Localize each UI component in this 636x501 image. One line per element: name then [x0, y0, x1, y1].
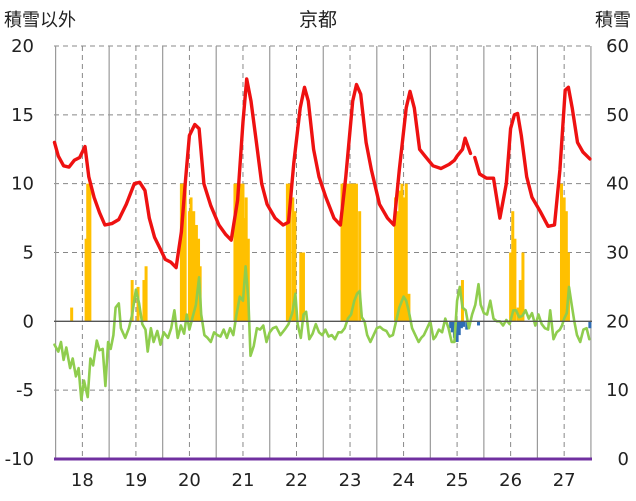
y-tick-label-left: -5 — [16, 380, 34, 401]
snow-bar — [130, 280, 134, 322]
negative-bar — [457, 321, 461, 336]
snow-bar — [396, 211, 400, 322]
snow-bar — [350, 183, 354, 322]
red-series-line — [473, 85, 592, 228]
y-tick-label-right: 10 — [606, 380, 629, 401]
snow-bar — [183, 183, 187, 322]
y-tick-label-left: 10 — [11, 174, 34, 195]
snow-bar — [400, 183, 404, 322]
negative-bar — [462, 321, 466, 327]
snow-bar — [559, 183, 563, 322]
snow-bar — [521, 252, 525, 322]
negative-bar — [465, 321, 469, 330]
snow-bar — [194, 224, 198, 322]
snow-bar — [84, 238, 88, 322]
snow-bar — [346, 183, 350, 322]
y-tick-label-left: 15 — [11, 105, 34, 126]
snow-bar — [88, 183, 92, 322]
snow-bar — [513, 238, 517, 322]
snow-bar — [404, 183, 408, 322]
snow-bar — [509, 252, 513, 322]
right-axis-title: 積雪 — [595, 10, 631, 31]
snow-bar — [142, 280, 146, 322]
negative-bar — [449, 321, 453, 329]
snow-bar — [398, 190, 402, 322]
y-tick-label-left: 5 — [23, 243, 34, 264]
snow-bar — [179, 183, 183, 322]
snow-bar — [293, 211, 297, 322]
y-tick-label-right: 30 — [606, 243, 629, 264]
snow-bar — [187, 211, 191, 322]
y-tick-label-right: 60 — [606, 36, 629, 57]
x-tick-label: 25 — [446, 470, 469, 491]
x-tick-label: 20 — [178, 470, 201, 491]
negative-bar — [477, 321, 481, 326]
x-tick-label: 19 — [124, 470, 147, 491]
y-tick-label-right: 40 — [606, 174, 629, 195]
snow-bar — [189, 197, 193, 322]
snow-bar — [288, 183, 292, 322]
snow-bar — [301, 252, 305, 322]
snow-bar — [192, 211, 196, 322]
snow-bar — [340, 183, 344, 322]
y-tick-label-right: 20 — [606, 311, 629, 332]
y-tick-label-left: 0 — [23, 311, 34, 332]
snow-bar — [299, 252, 303, 322]
snow-bar — [235, 183, 239, 322]
negative-bar — [450, 321, 454, 333]
snow-bar — [182, 183, 186, 322]
snow-bar — [352, 183, 356, 322]
snow-bar — [241, 183, 245, 322]
snow-bar — [342, 183, 346, 322]
snow-bar — [233, 183, 237, 322]
snow-bar — [291, 197, 295, 322]
snow-bar — [70, 307, 74, 322]
snow-bar — [518, 280, 522, 322]
green-series-line — [53, 265, 591, 402]
red-series-line — [52, 77, 473, 270]
negative-bar — [588, 321, 592, 329]
snow-bar — [344, 183, 348, 322]
x-tick-label: 18 — [71, 470, 94, 491]
snow-bar — [244, 197, 248, 322]
y-tick-label-left: -10 — [5, 449, 34, 470]
snow-bar — [354, 183, 358, 322]
x-tick-label: 27 — [553, 470, 576, 491]
snow-bar — [511, 211, 515, 322]
y-tick-label-right: 0 — [618, 449, 629, 470]
snow-bar — [239, 183, 243, 322]
snow-bar — [358, 211, 362, 322]
x-tick-label: 21 — [232, 470, 255, 491]
snow-bar — [237, 183, 241, 322]
x-tick-label: 26 — [499, 470, 522, 491]
axes — [54, 320, 592, 461]
snow-bar — [562, 197, 566, 322]
line-series — [52, 77, 592, 402]
snow-bar — [86, 183, 90, 322]
negative-bar — [459, 321, 463, 329]
x-tick-label: 24 — [392, 470, 415, 491]
x-tick-label: 22 — [285, 470, 308, 491]
snow-bar — [402, 197, 406, 322]
snow-bar — [394, 197, 398, 322]
snow-bar — [564, 211, 568, 322]
snow-bar — [246, 238, 250, 322]
snow-bar — [144, 266, 148, 322]
snow-bar — [348, 183, 352, 322]
left-axis-title: 積雪以外 — [4, 10, 76, 31]
snow-bar — [285, 183, 289, 322]
negative-bar — [455, 321, 459, 342]
x-tick-label: 23 — [339, 470, 362, 491]
grid-lines — [54, 45, 592, 459]
y-tick-label-right: 50 — [606, 105, 629, 126]
y-tick-label-left: 20 — [11, 36, 34, 57]
chart-title: 京都 — [299, 9, 337, 31]
